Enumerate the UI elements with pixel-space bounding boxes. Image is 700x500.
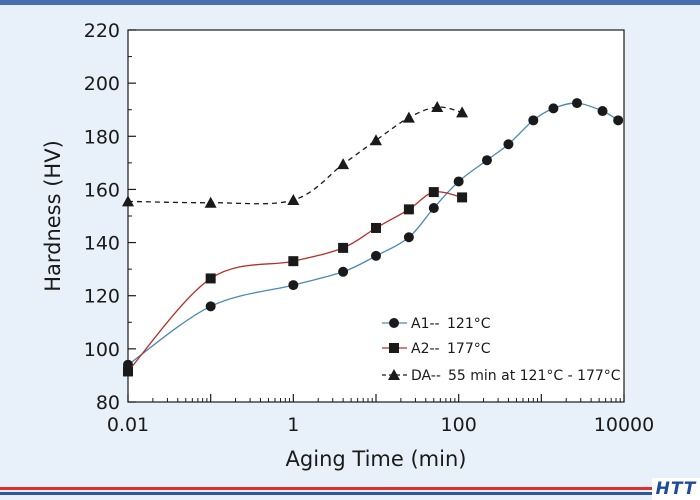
data-point [481,155,492,166]
y-tick-label: 100 [84,339,120,361]
data-point [428,187,439,198]
data-point [204,196,217,208]
x-tick-label: 0.01 [107,414,149,436]
legend-series-label: 55 min at 121°C - 177°C [448,368,621,384]
x-tick-label: 1 [287,414,299,436]
legend-marker [389,343,399,353]
data-point [338,242,349,253]
y-tick-label: 220 [84,20,120,42]
series-3 [122,101,469,208]
legend: A1-- 121°C A2-- 177°C DA-- 55 min at 121°C - … [382,316,621,384]
series-1 [123,98,624,370]
data-point [403,204,414,215]
top-rule [0,0,700,5]
x-axis: 0.01 1 100 10000 [107,394,654,436]
data-point [457,192,468,203]
legend-series-label: 177°C [447,341,491,357]
series-layer [122,98,624,377]
legend-marker [389,318,399,328]
data-point [288,256,299,267]
data-point [371,222,381,233]
data-point [613,115,624,126]
data-point [528,115,539,126]
y-tick-label: 140 [84,233,120,255]
data-point [571,98,582,109]
plot-frame [127,29,625,403]
data-point [456,106,469,118]
data-point [122,195,134,207]
x-tick-label: 10000 [594,414,654,436]
y-axis: 80 100 120 140 160 180 200 220 [84,20,136,414]
data-point [287,194,300,206]
data-point [597,106,608,117]
data-point [548,103,559,114]
data-point [123,366,133,377]
data-point [453,176,464,187]
data-point [431,101,444,113]
data-point [428,203,439,214]
htt-logo: HTT [652,478,700,500]
legend-marker [388,369,400,380]
y-tick-label: 180 [84,126,120,148]
series-2 [123,187,468,377]
legend-series-name: A2-- [411,341,440,357]
y-axis-title: Hardness (HV) [41,140,65,292]
data-point [402,111,415,123]
legend-series-name: DA-- [411,368,441,384]
x-tick-label: 100 [441,414,477,436]
y-tick-label: 120 [84,286,120,308]
data-point [205,301,216,312]
bottom-rule-red [0,487,655,490]
data-point [288,280,299,291]
x-axis-title: Aging Time (min) [286,447,467,471]
data-point [503,139,514,150]
y-tick-label: 80 [96,392,120,414]
data-point [337,158,350,170]
legend-series-name: A1-- [411,316,440,332]
data-point [403,232,414,243]
data-point [205,273,216,284]
y-tick-label: 160 [84,179,120,201]
data-point [370,134,382,146]
data-point [371,250,381,261]
y-tick-label: 200 [84,73,120,95]
bottom-rule-blue [0,492,655,495]
legend-series-label: 121°C [447,316,491,332]
data-point [338,266,349,277]
